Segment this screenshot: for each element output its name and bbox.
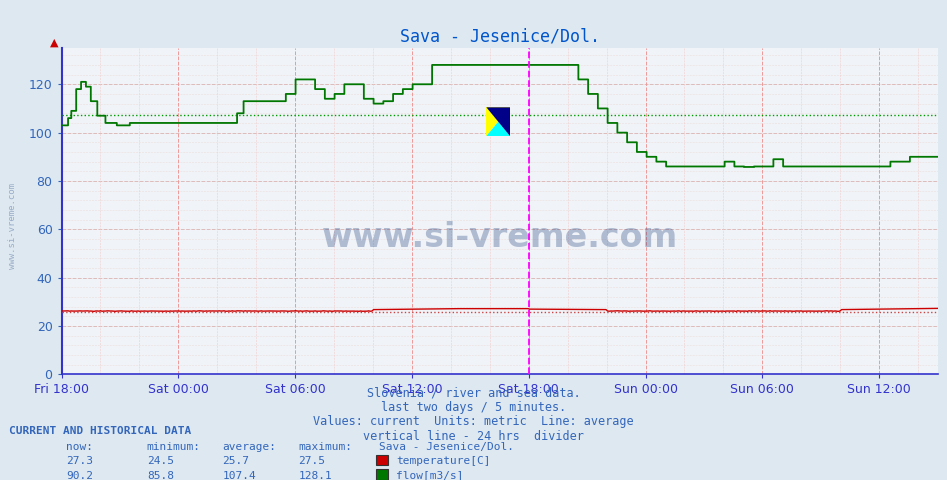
Text: www.si-vreme.com: www.si-vreme.com (321, 221, 678, 254)
Text: 90.2: 90.2 (66, 470, 94, 480)
Text: flow[m3/s]: flow[m3/s] (396, 470, 463, 480)
Text: Slovenia / river and sea data.: Slovenia / river and sea data. (366, 386, 581, 399)
Polygon shape (487, 108, 510, 136)
Text: 27.3: 27.3 (66, 456, 94, 466)
Text: vertical line - 24 hrs  divider: vertical line - 24 hrs divider (363, 430, 584, 443)
Text: 27.5: 27.5 (298, 456, 326, 466)
Text: Sava - Jesenice/Dol.: Sava - Jesenice/Dol. (379, 442, 514, 452)
Polygon shape (487, 108, 510, 136)
Text: Values: current  Units: metric  Line: average: Values: current Units: metric Line: aver… (313, 415, 634, 428)
Text: maximum:: maximum: (298, 442, 352, 452)
Text: 24.5: 24.5 (147, 456, 174, 466)
Text: ▲: ▲ (50, 37, 59, 47)
Text: last two days / 5 minutes.: last two days / 5 minutes. (381, 401, 566, 414)
Text: 85.8: 85.8 (147, 470, 174, 480)
Text: www.si-vreme.com: www.si-vreme.com (8, 182, 17, 269)
Text: 107.4: 107.4 (223, 470, 257, 480)
Text: now:: now: (66, 442, 94, 452)
Text: CURRENT AND HISTORICAL DATA: CURRENT AND HISTORICAL DATA (9, 426, 191, 436)
Text: minimum:: minimum: (147, 442, 201, 452)
Title: Sava - Jesenice/Dol.: Sava - Jesenice/Dol. (400, 27, 599, 45)
Text: temperature[C]: temperature[C] (396, 456, 491, 466)
Polygon shape (487, 122, 510, 136)
Text: 128.1: 128.1 (298, 470, 332, 480)
Text: average:: average: (223, 442, 277, 452)
Text: 25.7: 25.7 (223, 456, 250, 466)
